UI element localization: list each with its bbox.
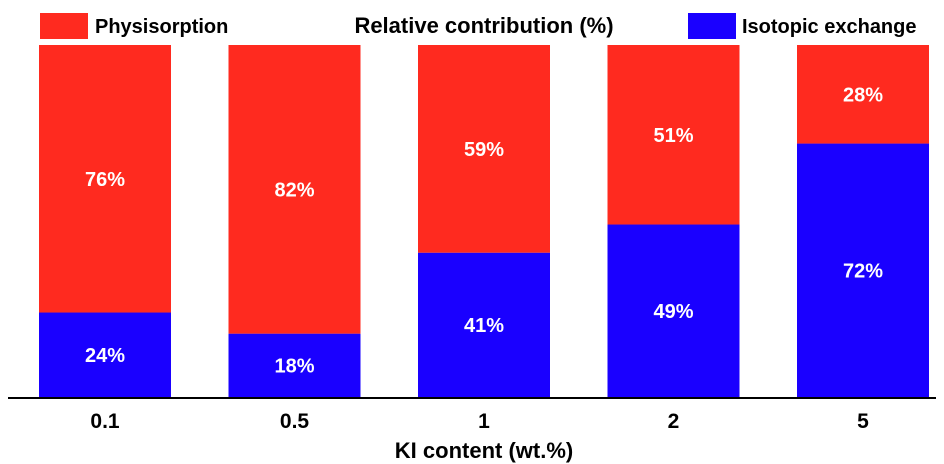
data-label-isotopic-exchange-0_5: 18% <box>274 355 314 377</box>
data-label-physisorption-0_5: 82% <box>274 179 314 201</box>
x-axis-label: KI content (wt.%) <box>395 438 573 463</box>
data-label-physisorption-0_1: 76% <box>85 169 125 191</box>
x-tick-label: 5 <box>857 410 869 433</box>
x-tick-label: 2 <box>668 410 680 433</box>
bar-isotopic-exchange-0_1 <box>39 312 171 397</box>
bars-group <box>39 45 929 397</box>
data-label-physisorption-1: 59% <box>464 139 504 161</box>
legend-swatch-isotopic-exchange <box>688 13 736 39</box>
x-ticks-group: 0.1 0.5 1 2 5 <box>90 410 869 433</box>
bar-physisorption-2 <box>607 45 740 225</box>
data-label-isotopic-exchange-2: 49% <box>653 301 693 323</box>
x-tick-label: 1 <box>478 410 490 433</box>
x-tick-label: 0.1 <box>90 410 120 433</box>
x-tick-label: 0.5 <box>280 410 310 433</box>
legend-label-physisorption: Physisorption <box>95 16 228 38</box>
legend-swatch-physisorption <box>40 13 88 39</box>
value-labels-group: 24% 76% 18% 82% 41% 59% 49% 51% 72% 28% <box>85 84 883 377</box>
bar-physisorption-5 <box>797 45 929 144</box>
bar-physisorption-0_5 <box>228 45 361 334</box>
data-label-physisorption-5: 28% <box>843 84 883 106</box>
data-label-isotopic-exchange-1: 41% <box>464 315 504 337</box>
legend-label-isotopic-exchange: Isotopic exchange <box>742 16 917 38</box>
bar-isotopic-exchange-2 <box>607 224 740 397</box>
bar-physisorption-0_1 <box>39 45 171 313</box>
bar-isotopic-exchange-5 <box>797 143 929 397</box>
data-label-isotopic-exchange-5: 72% <box>843 260 883 282</box>
data-label-isotopic-exchange-0_1: 24% <box>85 345 125 367</box>
bar-isotopic-exchange-0_5 <box>228 333 361 397</box>
chart-title: Relative contribution (%) <box>354 13 613 38</box>
bar-physisorption-1 <box>418 45 550 253</box>
data-label-physisorption-2: 51% <box>653 125 693 147</box>
bar-isotopic-exchange-1 <box>418 252 550 397</box>
